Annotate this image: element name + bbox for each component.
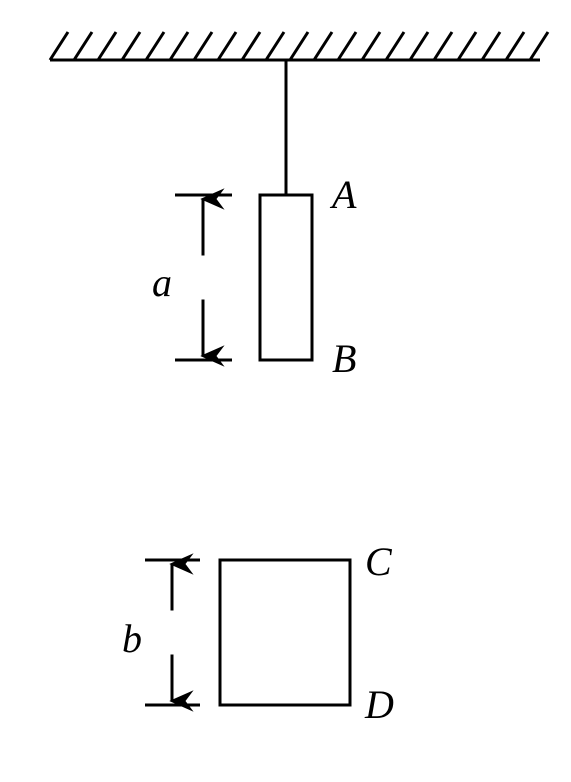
physics-diagram: A B a C D b bbox=[0, 0, 571, 782]
label-d-point: D bbox=[364, 682, 394, 727]
dimension-b bbox=[145, 560, 200, 705]
label-c-point: C bbox=[365, 539, 393, 584]
label-a-point: A bbox=[329, 172, 357, 217]
box-cd bbox=[220, 560, 350, 705]
dimension-a bbox=[175, 195, 232, 360]
dimension-a-label: a bbox=[152, 260, 172, 305]
label-b-point: B bbox=[332, 336, 356, 381]
ceiling-hatch bbox=[50, 32, 548, 60]
dimension-b-label: b bbox=[122, 616, 142, 661]
rod-ab bbox=[260, 195, 312, 360]
